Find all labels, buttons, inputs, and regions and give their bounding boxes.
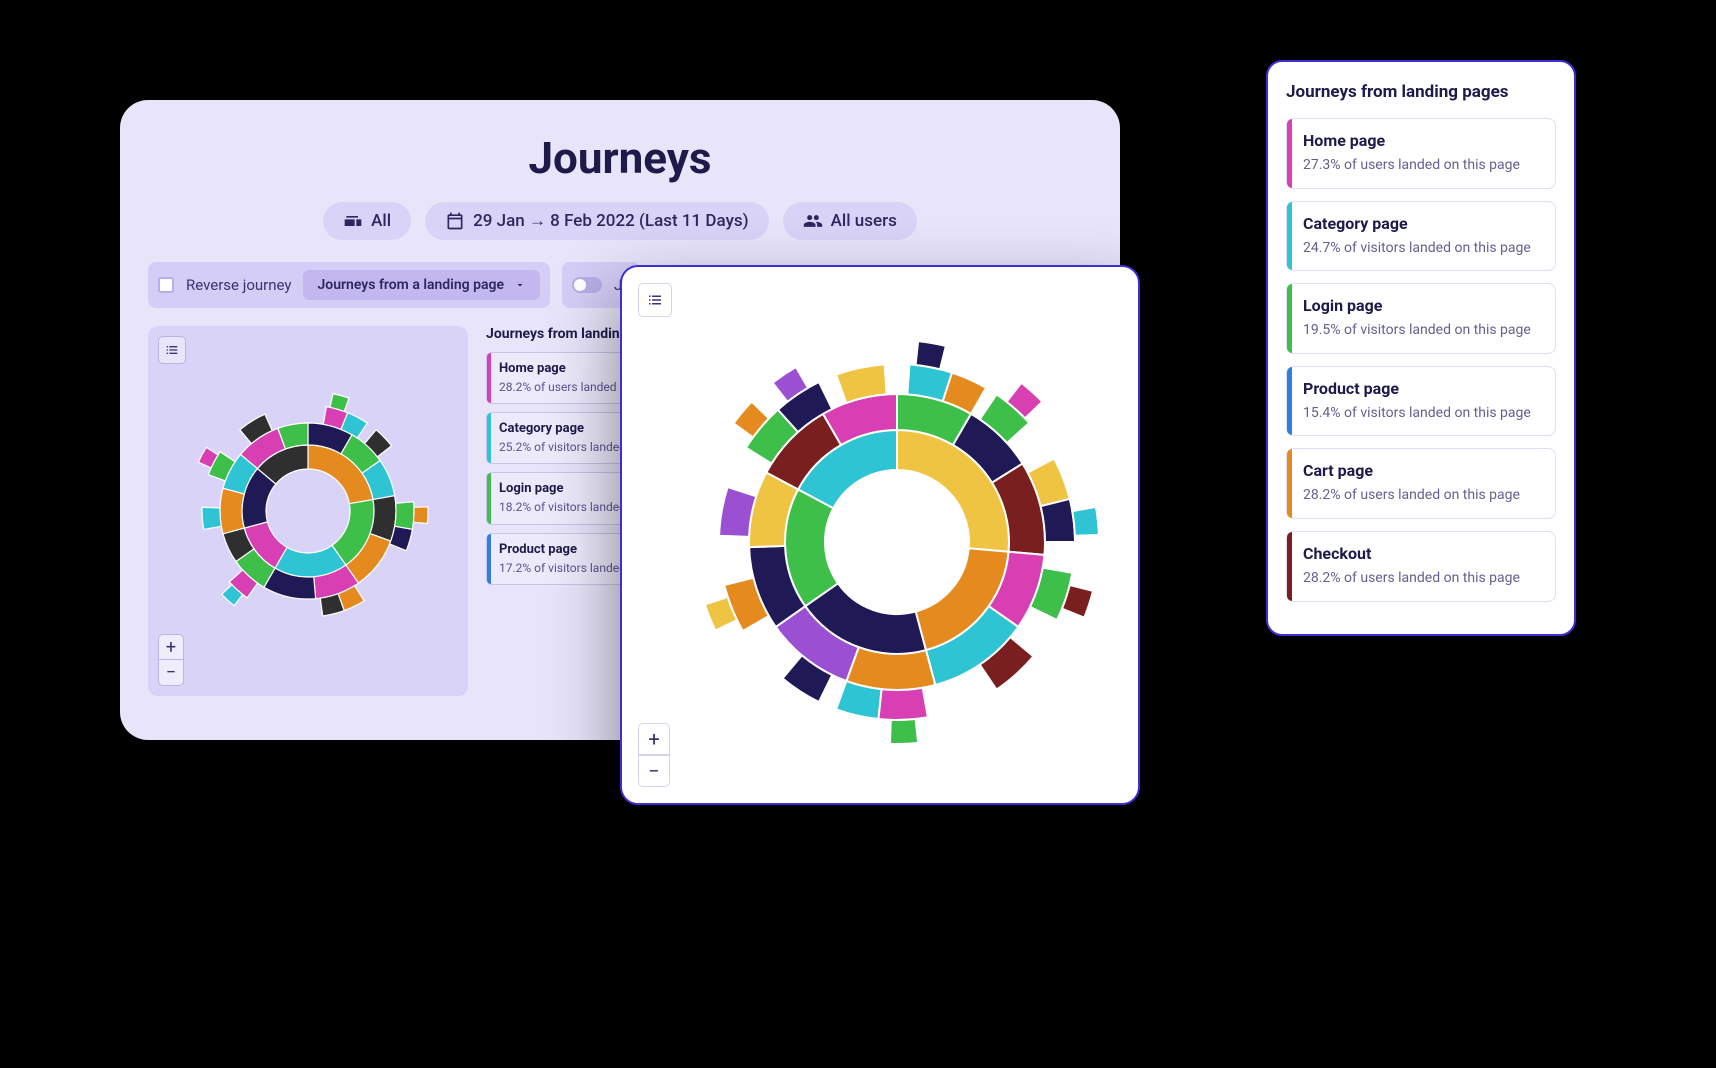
calendar-icon <box>445 211 465 231</box>
legend-card[interactable]: Login page 19.5% of visitors landed on th… <box>1286 283 1556 354</box>
zoom-out-button[interactable]: − <box>158 660 184 686</box>
reverse-label: Reverse journey <box>186 276 291 294</box>
sunburst-segment[interactable] <box>878 688 928 720</box>
legend-card-title: Login page <box>1303 296 1541 315</box>
date-filter-pill[interactable]: 29 Jan → 8 Feb 2022 (Last 11 Days) <box>425 202 768 240</box>
zoom-controls-small: + − <box>158 634 184 686</box>
devices-icon <box>343 211 363 231</box>
journey-toggle[interactable] <box>572 277 602 293</box>
page-title: Journeys <box>148 132 1092 184</box>
users-filter-label: All users <box>831 211 897 231</box>
dropdown-label: Journeys from a landing page <box>317 277 504 293</box>
legend-card-title: Product page <box>1303 379 1541 398</box>
legend-card[interactable]: Product page 15.4% of visitors landed on … <box>1286 366 1556 437</box>
legend-title: Journeys from landing pages <box>1286 82 1556 102</box>
zoom-in-button[interactable]: + <box>158 634 184 660</box>
legend-card-desc: 19.5% of visitors landed on this page <box>1303 321 1541 341</box>
legend-card-desc: 27.3% of users landed on this page <box>1303 156 1541 176</box>
device-filter-pill[interactable]: All <box>323 202 411 240</box>
users-filter-pill[interactable]: All users <box>783 202 917 240</box>
reverse-group: Reverse journey Journeys from a landing … <box>148 262 550 308</box>
reverse-checkbox[interactable] <box>158 277 174 293</box>
chevron-down-icon <box>514 279 526 291</box>
sunburst-segment[interactable] <box>202 507 221 529</box>
sunburst-segment[interactable] <box>916 341 946 369</box>
legend-card-desc: 15.4% of visitors landed on this page <box>1303 404 1541 424</box>
users-icon <box>803 211 823 231</box>
legend-card-desc: 28.2% of users landed on this page <box>1303 569 1541 589</box>
legend-card-title: Category page <box>1303 214 1541 233</box>
filter-row: All 29 Jan → 8 Feb 2022 (Last 11 Days) A… <box>148 202 1092 240</box>
journey-type-dropdown[interactable]: Journeys from a landing page <box>303 270 540 300</box>
legend-card[interactable]: Checkout 28.2% of users landed on this pa… <box>1286 531 1556 602</box>
legend-card-title: Checkout <box>1303 544 1541 563</box>
sunburst-segment[interactable] <box>413 507 428 524</box>
device-filter-label: All <box>371 211 391 231</box>
sunburst-segment[interactable] <box>890 719 918 744</box>
small-sunburst-card: + − <box>148 326 468 696</box>
legend-card[interactable]: Cart page 28.2% of users landed on this p… <box>1286 448 1556 519</box>
legend-card-desc: 28.2% of users landed on this page <box>1303 486 1541 506</box>
sunburst-segment[interactable] <box>846 647 935 690</box>
legend-card-desc: 24.7% of visitors landed on this page <box>1303 239 1541 259</box>
zoom-controls-large: + − <box>638 723 670 787</box>
small-sunburst-chart[interactable] <box>148 326 468 696</box>
sunburst-segment[interactable] <box>370 496 396 541</box>
legend-panel: Journeys from landing pages Home page 27.… <box>1266 60 1576 636</box>
date-filter-label: 29 Jan → 8 Feb 2022 (Last 11 Days) <box>473 211 748 231</box>
sunburst-segment[interactable] <box>220 488 244 534</box>
zoom-out-button-large[interactable]: − <box>638 755 670 787</box>
sunburst-segment[interactable] <box>395 502 414 530</box>
large-sunburst-chart[interactable] <box>622 267 1142 807</box>
legend-card[interactable]: Category page 24.7% of visitors landed on… <box>1286 201 1556 272</box>
sunburst-segment[interactable] <box>1041 499 1075 542</box>
legend-card[interactable]: Home page 27.3% of users landed on this p… <box>1286 118 1556 189</box>
large-sunburst-panel: + − <box>620 265 1140 805</box>
legend-card-title: Cart page <box>1303 461 1541 480</box>
zoom-in-button-large[interactable]: + <box>638 723 670 755</box>
sunburst-segment[interactable] <box>1072 507 1099 536</box>
legend-card-title: Home page <box>1303 131 1541 150</box>
